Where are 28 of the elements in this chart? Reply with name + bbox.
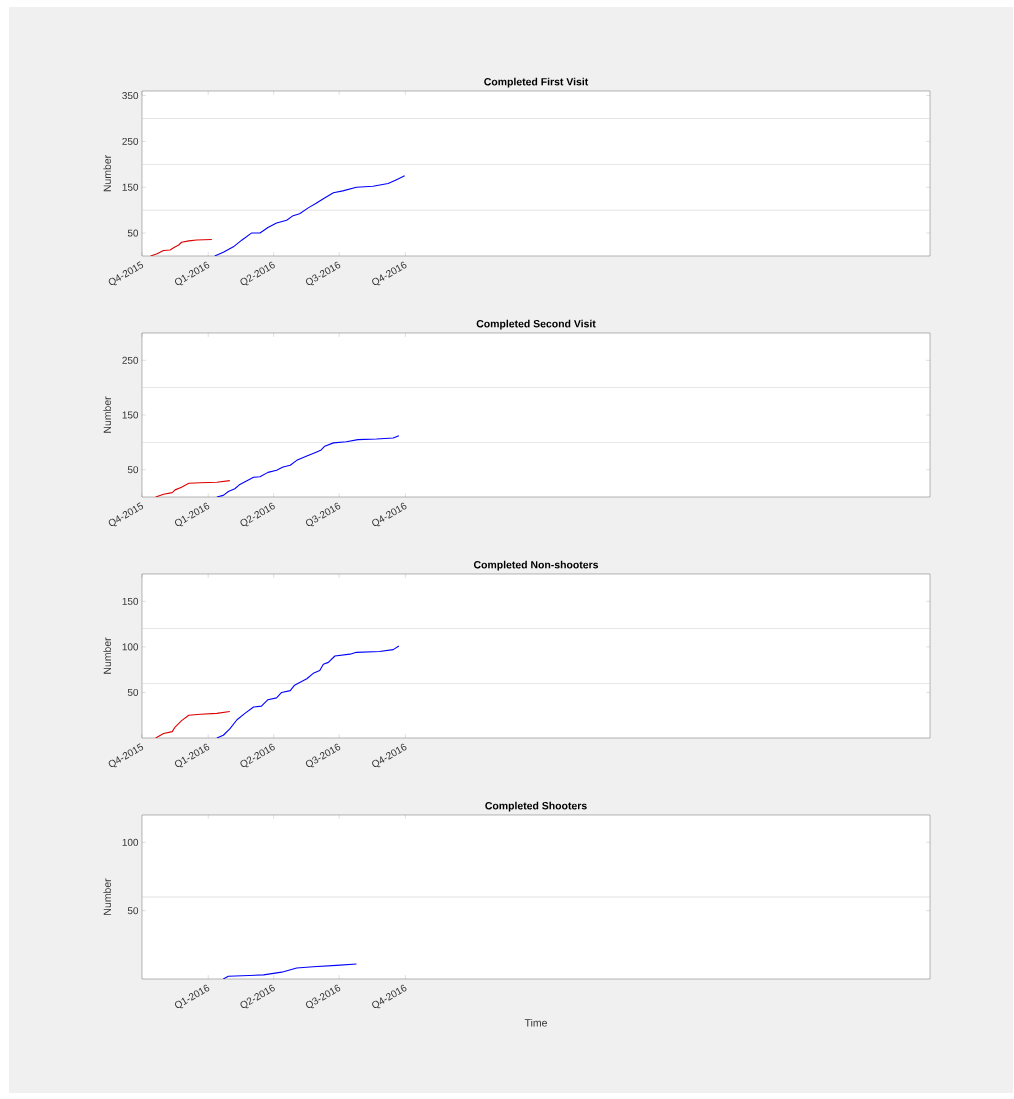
line-series bbox=[155, 480, 231, 497]
y-tick-label: 50 bbox=[127, 466, 139, 474]
y-tick-label: 50 bbox=[127, 688, 139, 696]
y-axis-title: Number bbox=[103, 396, 112, 433]
y-tick-label: 150 bbox=[122, 411, 139, 419]
chart-title: Completed Shooters bbox=[485, 801, 587, 812]
line-series bbox=[150, 238, 213, 256]
y-tick-label: 100 bbox=[122, 643, 139, 651]
y-axis-title: Number bbox=[103, 155, 112, 192]
y-tick-label: 150 bbox=[122, 183, 139, 191]
y-tick-label: 350 bbox=[122, 92, 139, 100]
line-series bbox=[155, 711, 231, 738]
y-tick-label: 250 bbox=[122, 137, 139, 145]
chart-title: Completed Second Visit bbox=[476, 319, 596, 330]
y-tick-label: 50 bbox=[127, 907, 139, 915]
x-axis-title: Time bbox=[524, 1018, 547, 1027]
y-tick-label: 50 bbox=[127, 229, 139, 237]
line-series bbox=[222, 963, 357, 979]
chart-title: Completed Non-shooters bbox=[473, 560, 599, 571]
line-series bbox=[214, 175, 406, 256]
y-axis-title: Number bbox=[103, 878, 112, 915]
chart-title: Completed First Visit bbox=[484, 77, 589, 88]
y-tick-label: 150 bbox=[122, 597, 139, 605]
line-series bbox=[216, 435, 400, 497]
y-tick-label: 100 bbox=[122, 838, 139, 846]
y-axis-title: Number bbox=[103, 637, 112, 674]
y-tick-label: 250 bbox=[122, 356, 139, 364]
line-series bbox=[216, 645, 400, 738]
